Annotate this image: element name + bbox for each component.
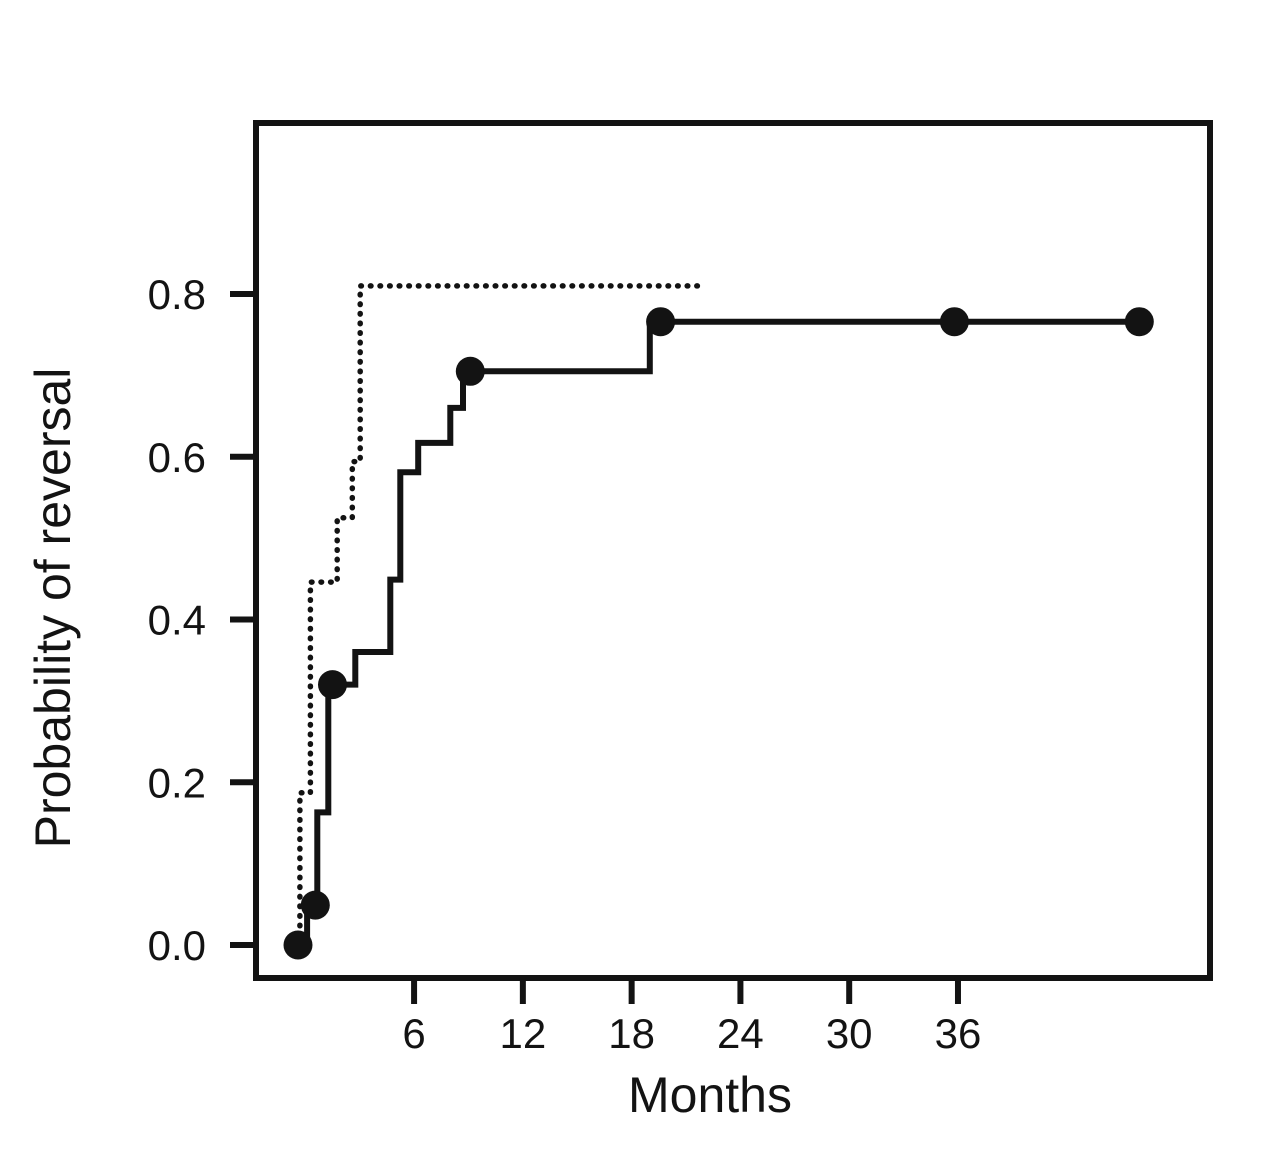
y-axis-ticks: 0.0 0.2 0.4 0.6 0.8 xyxy=(148,271,256,969)
dotted-curve-line xyxy=(297,283,707,948)
solid-curve-with-censor-marks-censor-marker-3 xyxy=(455,356,485,386)
solid-curve-with-censor-marks-line xyxy=(298,318,1140,948)
x-axis-ticks: 6 12 18 24 30 36 xyxy=(402,978,981,1057)
solid-curve-with-censor-marks-censor-marker-4 xyxy=(646,307,676,337)
solid-curve-with-censor-marks-censor-marker-5 xyxy=(939,307,969,337)
solid-curve-with-censor-marks-censor-marker-1 xyxy=(300,890,330,920)
solid-curve-with-censor-marks-censor-marker-0 xyxy=(283,930,313,960)
y-axis-title: Probability of reversal xyxy=(25,368,81,849)
y-tick-label-0.8: 0.8 xyxy=(148,271,206,318)
solid-curve-with-censor-marks-censor-marker-2 xyxy=(318,670,347,700)
plot-border xyxy=(253,120,1213,981)
censor-markers xyxy=(283,307,1154,960)
y-tick-label-0.0: 0.0 xyxy=(148,922,206,969)
solid-curve-with-censor-marks-censor-marker-6 xyxy=(1124,307,1154,337)
x-tick-label-12: 12 xyxy=(500,1010,547,1057)
y-tick-label-0.6: 0.6 xyxy=(148,434,206,481)
y-tick-label-0.2: 0.2 xyxy=(148,759,206,806)
x-tick-label-18: 18 xyxy=(608,1010,655,1057)
x-tick-label-30: 30 xyxy=(826,1010,873,1057)
series-lines xyxy=(297,283,1140,948)
x-tick-label-6: 6 xyxy=(402,1010,425,1057)
x-tick-label-36: 36 xyxy=(935,1010,982,1057)
x-axis-title: Months xyxy=(628,1067,792,1123)
y-tick-label-0.4: 0.4 xyxy=(148,597,206,644)
x-tick-label-24: 24 xyxy=(717,1010,764,1057)
